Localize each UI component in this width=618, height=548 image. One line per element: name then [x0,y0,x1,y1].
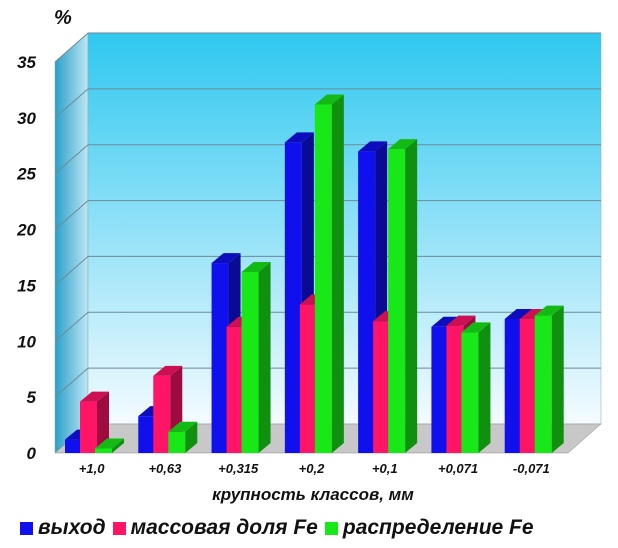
legend-label: выход [38,516,106,539]
legend-label: массовая доля Fe [130,516,318,539]
y-tick-label: 5 [27,388,37,407]
x-tick-label: +0,63 [148,461,182,476]
bar [168,421,198,453]
legend-item: распределение Fe [324,516,534,540]
y-tick-label: 35 [17,53,36,72]
x-tick-label: +0,1 [372,461,398,476]
y-tick-label: 10 [17,332,36,351]
y-tick-label: 20 [16,221,36,240]
gridline [54,256,89,286]
legend-swatch [112,521,126,535]
x-tick-label: +0,071 [438,461,478,476]
y-tick-label: 25 [16,165,36,184]
gridline [54,144,89,175]
bar [534,305,564,453]
bar [241,262,271,453]
x-tick-labels: +1,0 +0,63 +0,315 +0,2 +0,1 +0,071 -0,071 [79,461,550,476]
y-tick-label: 15 [17,276,36,295]
x-tick-label: -0,071 [513,461,550,476]
legend-item: массовая доля Fe [112,516,318,540]
bars [65,94,564,454]
side-wall [54,32,89,454]
gridline [54,200,89,230]
gridline [54,32,89,63]
bar [314,94,344,454]
gridline [54,311,89,342]
x-tick-label: +0,315 [218,461,259,476]
legend-label: распределение Fe [342,516,534,539]
x-axis-title: крупность классов, мм [212,485,414,504]
bar [95,438,124,453]
bar [80,391,109,453]
y-tick-labels: 0 5 10 15 20 25 30 35 [16,53,36,463]
x-tick-label: +0,2 [299,461,325,476]
x-tick-label: +1,0 [79,461,105,476]
y-tick-label: 0 [27,444,37,463]
bar [388,139,418,453]
unit-label: % [54,7,72,29]
gridline [54,367,89,398]
legend-swatch [20,521,33,535]
bar-chart: 0 5 10 15 20 25 30 35 +1,0 +0,63 +0,315 +0,2 +0,1 +0… [16,7,602,504]
gridline [54,88,89,119]
bar [358,141,388,453]
legend-item: выход [20,516,106,540]
bar [461,322,491,453]
legend-swatch [324,521,338,535]
legend: выход массовая доля Fe распределение Fe [20,516,610,540]
y-tick-label: 30 [17,109,36,128]
